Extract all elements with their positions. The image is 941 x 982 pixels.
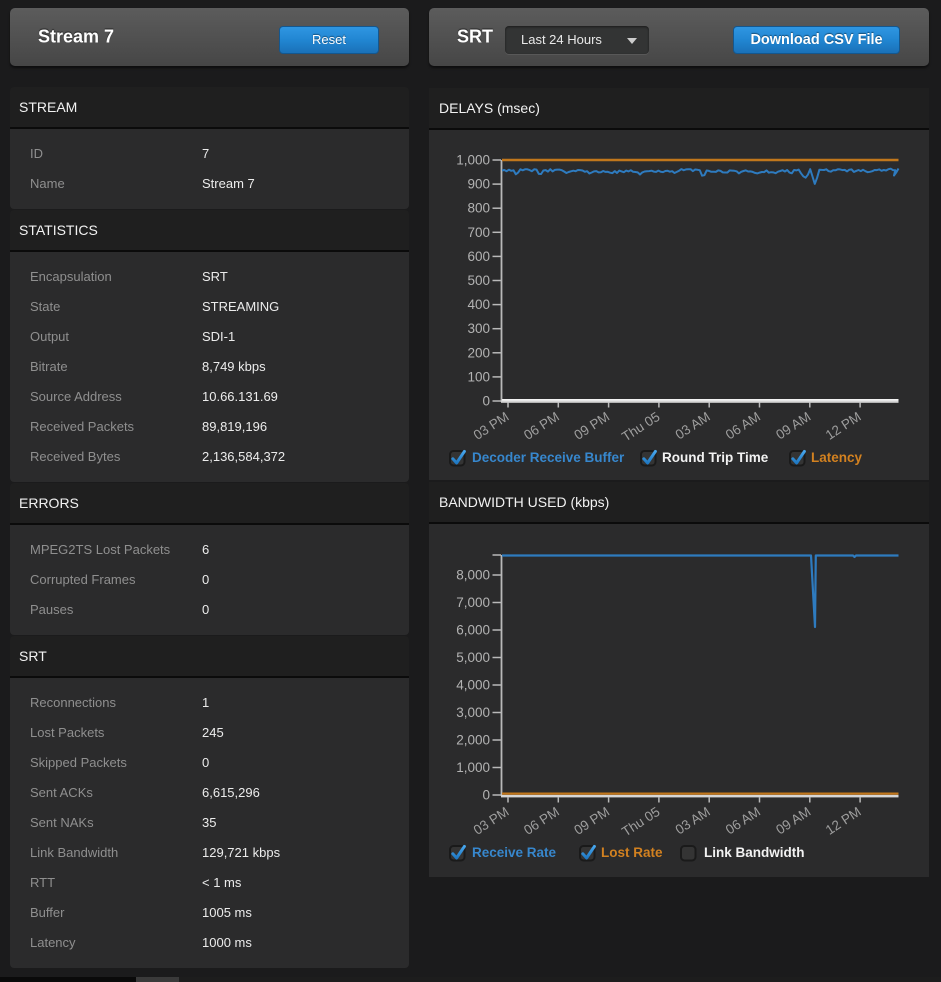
svg-text:0: 0 [482,394,490,409]
svg-text:800: 800 [467,201,490,216]
svg-text:Thu 05: Thu 05 [619,804,662,839]
svg-text:8,000: 8,000 [456,568,490,583]
svg-text:09 AM: 09 AM [773,804,813,837]
svg-text:12 PM: 12 PM [823,804,864,838]
svg-text:900: 900 [467,177,490,192]
svg-text:5,000: 5,000 [456,650,490,665]
svg-text:12 PM: 12 PM [823,409,864,443]
svg-text:400: 400 [467,297,490,312]
svg-text:3,000: 3,000 [456,705,490,720]
svg-text:200: 200 [467,345,490,360]
svg-text:100: 100 [467,369,490,384]
svg-text:1,000: 1,000 [456,760,490,775]
svg-text:Thu 05: Thu 05 [619,409,662,444]
svg-text:06 PM: 06 PM [521,409,562,443]
svg-text:06 AM: 06 AM [723,804,763,837]
svg-text:06 PM: 06 PM [521,804,562,838]
svg-text:6,000: 6,000 [456,623,490,638]
svg-text:300: 300 [467,321,490,336]
svg-text:03 AM: 03 AM [673,409,713,442]
svg-text:500: 500 [467,273,490,288]
svg-text:7,000: 7,000 [456,595,490,610]
svg-text:09 PM: 09 PM [571,409,612,443]
svg-text:03 PM: 03 PM [471,804,512,838]
svg-text:06 AM: 06 AM [723,409,763,442]
svg-text:2,000: 2,000 [456,733,490,748]
svg-text:09 PM: 09 PM [571,804,612,838]
svg-text:600: 600 [467,249,490,264]
svg-text:03 PM: 03 PM [471,409,512,443]
svg-text:700: 700 [467,225,490,240]
svg-text:03 AM: 03 AM [673,804,713,837]
svg-text:0: 0 [482,788,490,803]
svg-text:1,000: 1,000 [456,153,490,168]
svg-text:09 AM: 09 AM [773,409,813,442]
svg-text:4,000: 4,000 [456,678,490,693]
